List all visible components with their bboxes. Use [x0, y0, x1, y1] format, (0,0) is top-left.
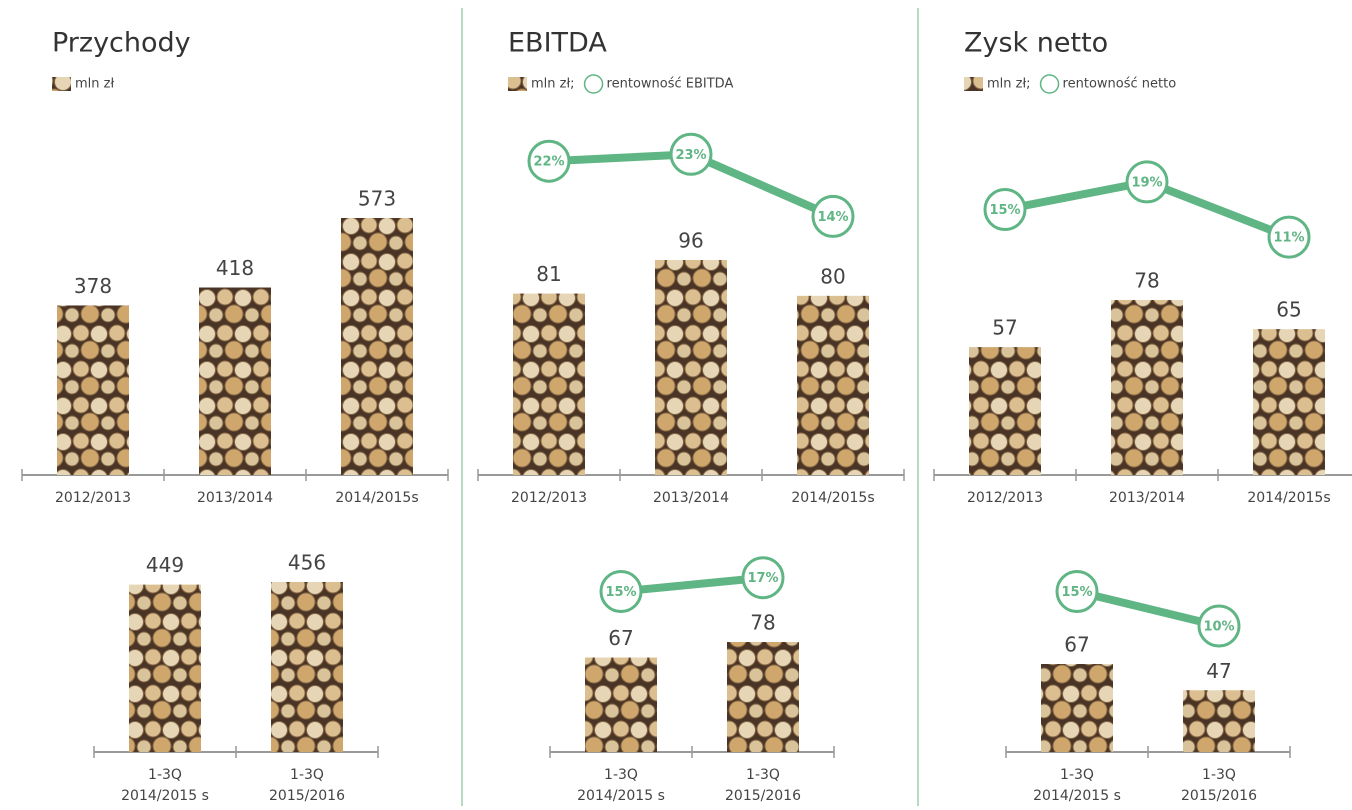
bar — [1041, 664, 1113, 752]
bar — [1253, 329, 1325, 475]
x-tick-label: 1-3Q — [604, 767, 638, 783]
legend-swatch — [1041, 75, 1059, 93]
data-label: 19% — [1131, 175, 1162, 190]
bar — [655, 260, 727, 475]
x-tick-label: 2013/2014 — [1109, 490, 1185, 506]
data-label: 11% — [1273, 231, 1304, 246]
x-tick-label: 2014/2015 s — [1033, 788, 1121, 804]
bar — [797, 296, 869, 475]
data-label: 81 — [536, 262, 561, 286]
x-tick-label: 1-3Q — [290, 767, 324, 783]
x-tick-label: 2012/2013 — [55, 490, 131, 506]
x-tick-label: 2012/2013 — [967, 490, 1043, 506]
legend-swatch — [964, 77, 983, 91]
legend-swatch — [52, 77, 71, 91]
legend-label: mln zł; — [987, 77, 1031, 92]
x-tick-label: 2014/2015s — [1247, 490, 1330, 506]
x-tick-label: 1-3Q — [746, 767, 780, 783]
bar — [199, 288, 271, 475]
data-label: 57 — [992, 316, 1017, 340]
data-label: 67 — [608, 626, 633, 650]
legend-swatch — [508, 77, 527, 91]
bar — [341, 218, 413, 475]
x-tick-label: 2013/2014 — [653, 490, 729, 506]
data-label: 96 — [678, 229, 703, 253]
data-label: 418 — [216, 256, 254, 280]
x-tick-label: 2015/2016 — [1181, 788, 1257, 804]
data-label: 10% — [1203, 620, 1234, 635]
legend-label: mln zł — [75, 77, 114, 92]
bar — [969, 347, 1041, 475]
legend-swatch — [585, 75, 603, 93]
data-label: 78 — [750, 611, 775, 635]
data-label: 456 — [288, 551, 326, 575]
x-tick-label: 2014/2015s — [335, 490, 418, 506]
legend-label: rentowność EBITDA — [607, 77, 734, 92]
bar — [585, 658, 657, 752]
x-tick-label: 2014/2015 s — [577, 788, 665, 804]
x-tick-label: 2013/2014 — [197, 490, 273, 506]
data-label: 80 — [820, 264, 845, 288]
data-label: 15% — [989, 203, 1020, 218]
legend-label: rentowność netto — [1063, 77, 1177, 92]
data-label: 22% — [533, 155, 564, 170]
chart-title: Zysk netto — [964, 28, 1108, 59]
data-label: 449 — [146, 553, 184, 577]
data-label: 15% — [605, 585, 636, 600]
data-label: 15% — [1061, 585, 1092, 600]
line — [1077, 592, 1219, 627]
x-tick-label: 2014/2015 s — [121, 788, 209, 804]
data-label: 65 — [1276, 298, 1301, 322]
data-label: 573 — [358, 187, 396, 211]
x-tick-label: 2014/2015s — [791, 490, 874, 506]
x-tick-label: 2015/2016 — [269, 788, 345, 804]
data-label: 23% — [675, 148, 706, 163]
x-tick-label: 1-3Q — [1060, 767, 1094, 783]
data-label: 14% — [817, 210, 848, 225]
data-label: 47 — [1206, 659, 1231, 683]
data-label: 378 — [74, 274, 112, 298]
chart-title: EBITDA — [508, 28, 607, 59]
legend-label: mln zł; — [531, 77, 575, 92]
data-label: 17% — [747, 571, 778, 586]
bar — [727, 642, 799, 752]
x-tick-label: 2015/2016 — [725, 788, 801, 804]
x-tick-label: 1-3Q — [148, 767, 182, 783]
x-tick-label: 2012/2013 — [511, 490, 587, 506]
chart-title: Przychody — [52, 28, 191, 59]
bar — [1183, 690, 1255, 752]
bar — [271, 582, 343, 752]
data-label: 67 — [1064, 633, 1089, 657]
data-label: 78 — [1134, 269, 1159, 293]
bar — [57, 305, 129, 475]
page: Przychody mln zł 2012/2013 2013/2014 2014/20… — [0, 0, 1352, 810]
x-tick-label: 1-3Q — [1202, 767, 1236, 783]
bar — [513, 294, 585, 475]
bar — [1111, 300, 1183, 475]
infographic: Przychody mln zł 2012/2013 2013/2014 2014/20… — [0, 0, 1352, 806]
bar — [129, 585, 201, 752]
